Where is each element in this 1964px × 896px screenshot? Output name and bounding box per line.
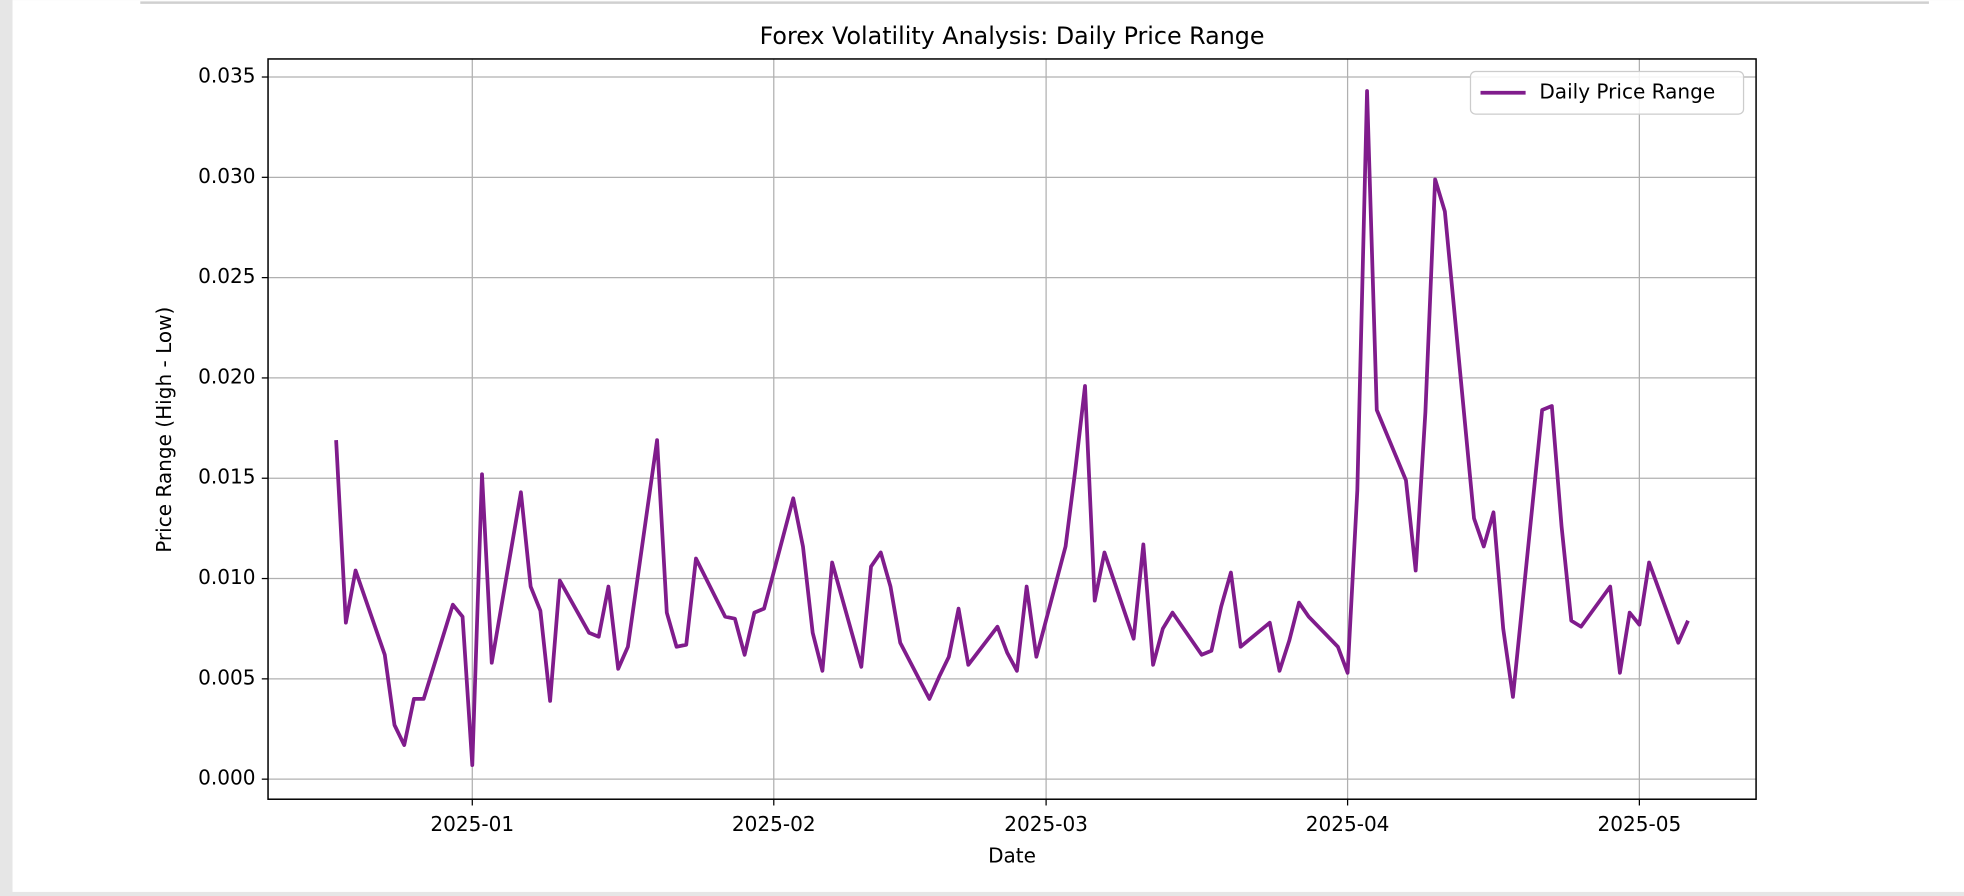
y-tick-label: 0.025 [198,264,255,288]
panel [12,0,1964,892]
plot-frame [267,58,1757,800]
x-tick-label: 2025-05 [1598,812,1682,836]
x-tick-label: 2025-04 [1306,812,1390,836]
y-tick-label: 0.010 [198,565,255,589]
chart-title: Forex Volatility Analysis: Daily Price R… [760,22,1265,50]
legend-box [1469,70,1745,115]
legend-label: Daily Price Range [1539,79,1715,103]
data-line [334,89,1690,767]
y-tick-label: 0.030 [198,164,255,188]
plot-area: 0.000 0.005 0.010 0.015 0.020 0.025 0.030 0.035… [198,58,1757,836]
y-axis-label: Price Range (High - Low) [152,307,176,553]
y-tick-label: 0.015 [198,465,255,489]
y-tick-label: 0.000 [198,766,255,790]
x-tick-label: 2025-03 [1004,812,1088,836]
y-tick-label: 0.020 [198,364,255,388]
x-axis-label: Date [988,843,1036,867]
x-tick-label: 2025-02 [732,812,816,836]
y-tick-label: 0.005 [198,665,255,689]
x-tick-label: 2025-01 [430,812,514,836]
y-tick-label: 0.035 [198,64,255,88]
